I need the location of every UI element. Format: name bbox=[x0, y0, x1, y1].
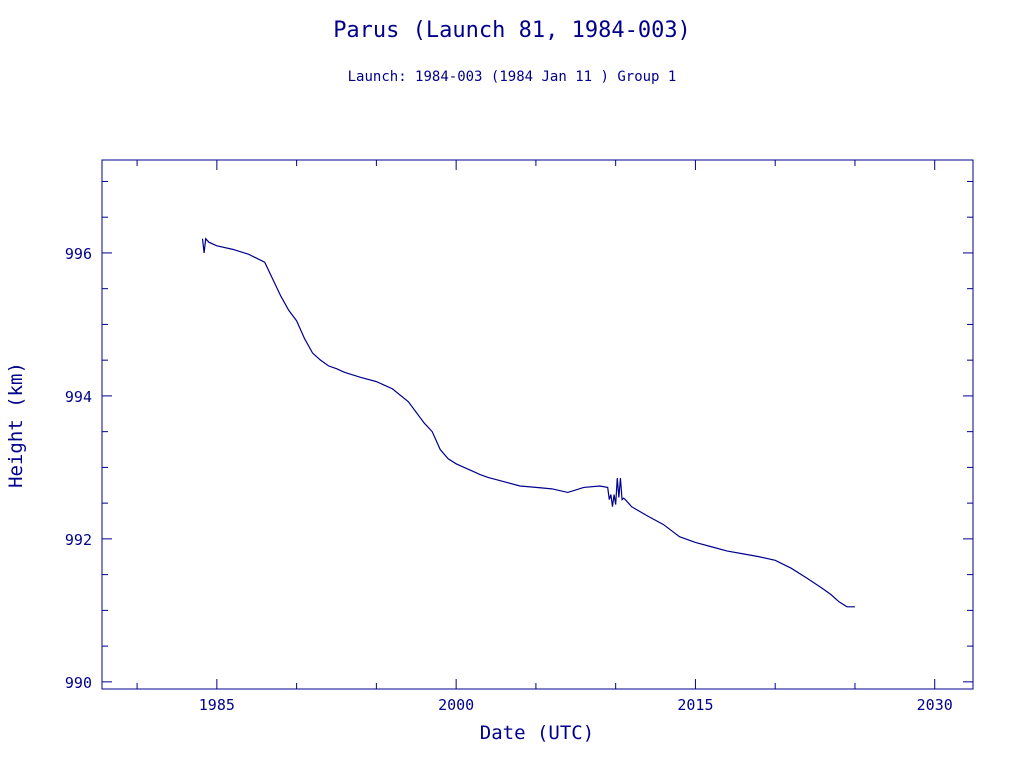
y-tick-label: 992 bbox=[65, 531, 92, 549]
y-tick-label: 990 bbox=[65, 674, 92, 692]
chart-subtitle: Launch: 1984-003 (1984 Jan 11 ) Group 1 bbox=[348, 69, 677, 85]
axis-ticks bbox=[102, 160, 973, 689]
y-axis-label: Height (km) bbox=[5, 362, 27, 488]
chart-title: Parus (Launch 81, 1984-003) bbox=[333, 18, 691, 43]
x-axis-label: Date (UTC) bbox=[480, 722, 594, 744]
y-tick-label: 996 bbox=[65, 245, 92, 263]
y-tick-labels: 990 992 994 996 bbox=[65, 245, 92, 692]
x-tick-label: 1985 bbox=[199, 696, 235, 714]
x-tick-label: 2015 bbox=[677, 696, 713, 714]
plot-frame bbox=[101, 159, 974, 690]
x-tick-labels: 1985 2000 2015 2030 bbox=[199, 696, 953, 714]
x-tick-label: 2030 bbox=[917, 696, 953, 714]
y-tick-label: 994 bbox=[65, 388, 92, 406]
x-tick-label: 2000 bbox=[438, 696, 474, 714]
height-series-line bbox=[201, 237, 855, 608]
